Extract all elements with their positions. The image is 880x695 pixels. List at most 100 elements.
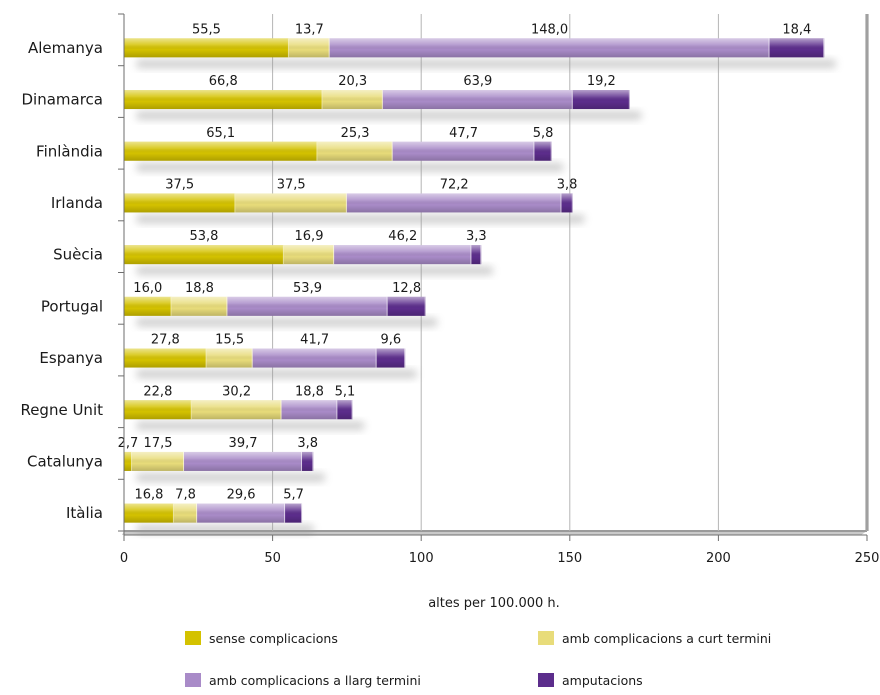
value-label-5-0: 16,0 [133,281,162,296]
legend-label-1: amb complicacions a curt termini [562,631,771,646]
bar-3-2 [346,193,562,213]
bar-7-0 [124,400,192,420]
x-axis-label: altes per 100.000 h. [428,596,560,611]
bar-2-1 [317,141,393,161]
category-label-2: Finlàndia [36,142,103,160]
bar-4-0 [124,245,284,265]
category-label-6: Espanya [39,349,103,367]
value-label-9-1: 7,8 [175,488,196,503]
value-label-5-2: 53,9 [293,281,322,296]
value-label-2-0: 65,1 [206,126,235,141]
bar-shadow-6 [136,369,418,379]
bar-shine-3-0 [124,193,236,213]
bar-shine-5-2 [227,296,388,316]
bar-8-1 [132,451,185,471]
bar-shine-1-2 [382,90,573,110]
bar-1-3 [572,90,630,110]
value-label-8-3: 3,8 [297,436,318,451]
x-tick-label-1: 50 [264,551,281,566]
bar-0-2 [329,38,770,58]
value-label-3-1: 37,5 [277,177,306,192]
category-label-1: Dinamarca [22,91,104,109]
value-label-0-3: 18,4 [782,22,811,37]
bar-4-3 [471,245,482,265]
bar-shine-8-0 [124,451,133,471]
legend-label-3: amputacions [562,673,643,688]
value-label-0-2: 148,0 [531,22,568,37]
bar-3-1 [235,193,347,213]
category-label-7: Regne Unit [20,401,103,419]
value-label-0-1: 13,7 [295,22,324,37]
bar-shine-4-3 [471,245,482,265]
value-label-8-1: 17,5 [144,436,173,451]
bar-2-3 [534,141,552,161]
legend-label-0: sense complicacions [209,631,338,646]
value-label-2-2: 47,7 [449,126,478,141]
bar-8-0 [124,451,133,471]
value-label-2-3: 5,8 [533,126,554,141]
bar-9-1 [173,503,198,523]
bar-2-2 [392,141,535,161]
bar-5-2 [227,296,388,316]
bar-6-2 [252,348,377,368]
bar-9-2 [197,503,286,523]
bar-shine-9-1 [173,503,198,523]
bar-1-0 [124,90,323,110]
bar-shine-6-2 [252,348,377,368]
bar-shine-0-1 [288,38,330,58]
bar-shine-4-2 [334,245,472,265]
value-label-3-3: 3,8 [557,177,578,192]
bar-shadow-9 [136,524,315,534]
bar-shine-3-2 [346,193,562,213]
category-label-3: Irlanda [51,194,103,212]
bar-shine-0-0 [124,38,289,58]
legend-swatch-2 [185,673,201,687]
bar-shadow-8 [136,472,326,482]
category-label-8: Catalunya [27,452,103,470]
bar-6-3 [376,348,406,368]
value-label-7-1: 30,2 [222,384,251,399]
bar-shine-7-2 [281,400,338,420]
value-label-4-0: 53,8 [189,229,218,244]
bar-shine-1-1 [322,90,383,110]
bar-shine-8-2 [184,451,303,471]
value-label-3-0: 37,5 [165,177,194,192]
bar-2-0 [124,141,318,161]
bar-5-3 [387,296,426,316]
bar-1-2 [382,90,573,110]
bar-5-1 [171,296,228,316]
bar-shine-6-3 [376,348,406,368]
bar-shine-6-0 [124,348,207,368]
x-tick-label-5: 250 [855,551,880,566]
axes: 0 50 100 150 200 250 Alemanya Dinamarca Finlàndi… [20,13,880,566]
bar-shine-5-3 [387,296,426,316]
value-label-4-2: 46,2 [388,229,417,244]
bar-shine-4-1 [283,245,335,265]
bar-shadow-2 [136,162,564,172]
value-label-8-0: 2,7 [118,436,139,451]
value-label-5-3: 12,8 [392,281,421,296]
bar-shine-9-0 [124,503,174,523]
value-label-4-1: 16,9 [295,229,324,244]
value-label-1-2: 63,9 [463,74,492,89]
value-label-6-2: 41,7 [300,333,329,348]
value-label-9-0: 16,8 [134,488,163,503]
bar-shadow-4 [136,266,494,276]
value-label-8-2: 39,7 [229,436,258,451]
legend-item-0: sense complicacions [185,631,338,646]
x-tick-label-3: 150 [557,551,582,566]
value-label-3-2: 72,2 [440,177,469,192]
bar-shine-8-3 [302,451,314,471]
bar-shine-3-1 [235,193,347,213]
bars [124,38,825,523]
bar-shine-1-3 [572,90,630,110]
legend-item-3: amputacions [538,673,643,688]
bar-shine-9-2 [197,503,286,523]
bar-8-3 [302,451,314,471]
value-label-9-3: 5,7 [283,488,304,503]
bar-0-0 [124,38,289,58]
value-label-0-0: 55,5 [192,22,221,37]
bar-shadow-5 [136,317,438,327]
bar-9-0 [124,503,174,523]
